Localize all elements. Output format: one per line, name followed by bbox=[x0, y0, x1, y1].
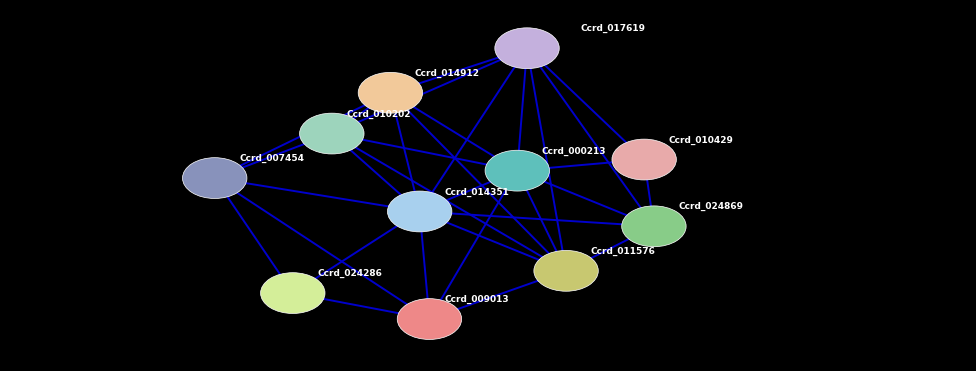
Ellipse shape bbox=[261, 273, 325, 313]
Text: Ccrd_007454: Ccrd_007454 bbox=[239, 154, 305, 163]
Text: Ccrd_009013: Ccrd_009013 bbox=[444, 295, 508, 304]
Ellipse shape bbox=[358, 72, 423, 113]
Text: Ccrd_010429: Ccrd_010429 bbox=[669, 135, 733, 145]
Ellipse shape bbox=[183, 158, 247, 198]
Ellipse shape bbox=[534, 250, 598, 291]
Text: Ccrd_014351: Ccrd_014351 bbox=[444, 187, 508, 197]
Ellipse shape bbox=[622, 206, 686, 247]
Text: Ccrd_024286: Ccrd_024286 bbox=[317, 269, 382, 278]
Ellipse shape bbox=[612, 139, 676, 180]
Ellipse shape bbox=[387, 191, 452, 232]
Ellipse shape bbox=[300, 113, 364, 154]
Text: Ccrd_011576: Ccrd_011576 bbox=[590, 247, 655, 256]
Ellipse shape bbox=[485, 150, 549, 191]
Text: Ccrd_014912: Ccrd_014912 bbox=[415, 69, 480, 78]
Text: Ccrd_000213: Ccrd_000213 bbox=[542, 147, 606, 156]
Text: Ccrd_024869: Ccrd_024869 bbox=[678, 202, 744, 211]
Text: Ccrd_017619: Ccrd_017619 bbox=[581, 24, 646, 33]
Ellipse shape bbox=[495, 28, 559, 69]
Text: Ccrd_010202: Ccrd_010202 bbox=[346, 109, 411, 119]
Ellipse shape bbox=[397, 299, 462, 339]
